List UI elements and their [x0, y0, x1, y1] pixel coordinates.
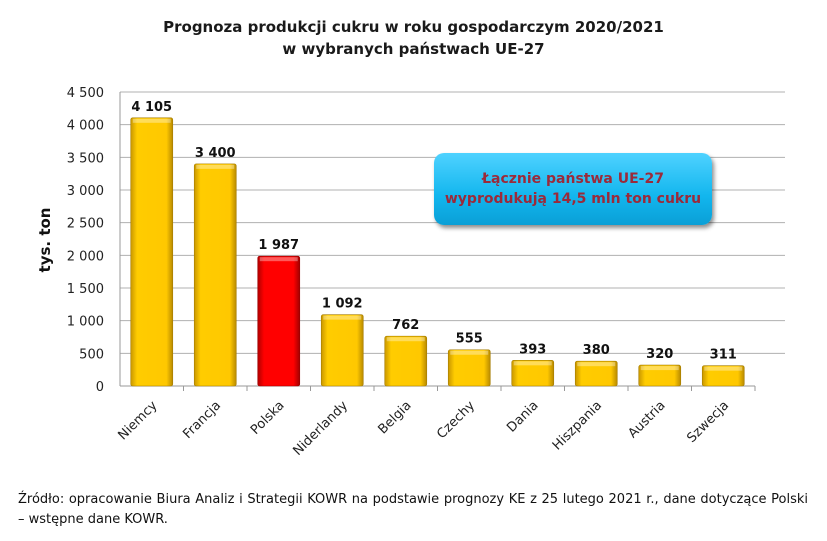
- data-label: 311: [710, 348, 737, 363]
- bar-highlight: [196, 164, 235, 169]
- y-tick-label: 4 500: [67, 86, 104, 101]
- bar-dania: [511, 360, 555, 387]
- bar-hiszpania: [574, 360, 618, 387]
- x-tick-label: Austria: [625, 398, 668, 441]
- annotation-line-1: Łącznie państwa UE-27: [482, 171, 664, 187]
- bar-austria: [638, 364, 682, 387]
- annotation-line-2: wyprodukują 14,5 mln ton cukru: [444, 191, 702, 207]
- y-tick-label: 2 000: [67, 249, 104, 264]
- bar-highlight: [577, 362, 616, 367]
- y-tick-label: 0: [96, 380, 104, 395]
- y-tick-label: 1 500: [67, 282, 104, 297]
- x-tick-label: Szwecja: [684, 398, 732, 446]
- bar-highlight: [513, 361, 552, 366]
- data-label: 762: [392, 318, 419, 333]
- x-tick-label: Polska: [248, 398, 288, 438]
- y-tick-label: 3 500: [67, 151, 104, 166]
- x-tick-label: Czechy: [434, 398, 478, 442]
- source-note: Źródło: opracowanie Biura Analiz i Strat…: [18, 492, 808, 527]
- chart-title: Prognoza produkcji cukru w roku gospodar…: [163, 18, 664, 36]
- data-label: 393: [519, 342, 546, 357]
- x-tick-label: Niemcy: [115, 398, 160, 443]
- bar-highlight: [259, 257, 298, 262]
- y-tick-label: 3 000: [67, 184, 104, 199]
- data-label: 3 400: [195, 146, 236, 161]
- x-tick-label: Francja: [180, 398, 224, 442]
- data-label: 1 987: [258, 238, 299, 253]
- bar-highlight: [640, 366, 679, 371]
- data-label: 4 105: [131, 100, 172, 115]
- y-tick-label: 1 000: [67, 315, 104, 330]
- bar-polska: [257, 255, 301, 387]
- bar-highlight: [323, 315, 362, 320]
- bar-niemcy: [130, 117, 174, 387]
- y-tick-label: 4 000: [67, 119, 104, 134]
- data-label: 555: [456, 332, 483, 347]
- bar-francja: [193, 163, 237, 387]
- x-tick-label: Hiszpania: [550, 398, 605, 453]
- bar-szwecja: [701, 365, 745, 387]
- annotation-callout: Łącznie państwa UE-27 wyprodukują 14,5 m…: [434, 153, 712, 225]
- bar-highlight: [450, 350, 489, 355]
- data-label: 320: [646, 347, 673, 362]
- y-tick-label: 500: [79, 347, 104, 362]
- data-label: 380: [583, 343, 610, 358]
- x-tick-label: Niderlandy: [290, 398, 351, 459]
- y-tick-label: 2 500: [67, 217, 104, 232]
- chart-subtitle: w wybranych państwach UE-27: [282, 40, 545, 58]
- bar-niderlandy: [320, 314, 364, 387]
- bar-chart: 0 500 1 000 1 500 2 000 2 500 3 000 3 500 4 000 4…: [36, 86, 785, 459]
- bar-czechy: [447, 349, 491, 387]
- x-tick-label: Dania: [504, 398, 541, 435]
- data-label: 1 092: [322, 297, 363, 312]
- bar-highlight: [132, 118, 171, 123]
- y-axis-label: tys. ton: [36, 208, 54, 273]
- bar-belgia: [384, 335, 428, 387]
- x-tick-label: Belgia: [375, 398, 414, 437]
- bar-highlight: [386, 337, 425, 342]
- bar-highlight: [704, 366, 743, 371]
